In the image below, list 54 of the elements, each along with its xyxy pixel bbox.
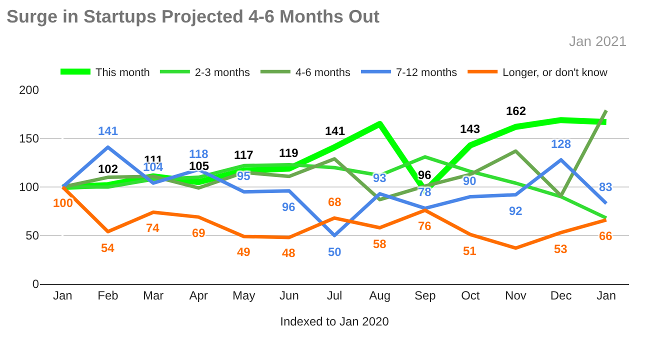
data-label: 48 [282,246,296,260]
data-label: 141 [325,124,346,138]
data-label: 128 [551,137,572,151]
data-label: 50 [328,245,342,259]
legend-label: This month [96,66,150,79]
x-tick-label: Sep [414,288,436,302]
y-tick-label: 100 [18,180,40,194]
x-tick-label: Aug [369,288,390,302]
chart-subtitle: Jan 2021 [569,33,627,49]
x-tick-label: Jul [326,288,342,302]
data-label: 102 [98,162,118,176]
data-label: 96 [282,200,296,214]
x-tick-label: Jan [596,288,616,302]
legend-label: 4-6 months [295,66,351,79]
x-tick-label: Jun [280,288,299,302]
data-label: 68 [328,195,342,209]
data-label: 100 [53,196,74,210]
data-label: 76 [418,219,432,233]
legend-label: 7-12 months [396,66,458,79]
y-tick-label: 200 [18,83,40,98]
chart-title: Surge in Startups Projected 4-6 Months Out [6,6,380,27]
x-tick-label: Nov [505,288,526,302]
data-label: 105 [189,159,210,173]
x-tick-label: Mar [142,288,164,302]
data-label: 54 [101,241,115,255]
data-label: 162 [506,104,526,118]
x-tick-label: Apr [189,288,208,302]
y-tick-label: 50 [26,228,40,243]
data-label: 74 [146,221,160,235]
data-label: 90 [463,174,477,188]
data-label: 83 [599,180,613,194]
data-label: 49 [237,245,251,259]
x-axis-title: Indexed to Jan 2020 [280,314,390,328]
data-label: 58 [373,237,387,251]
x-tick-label: Oct [461,288,480,302]
data-label: 53 [554,242,568,256]
data-label: 143 [460,122,480,136]
x-tick-label: Feb [98,288,119,302]
y-tick-label: 150 [18,132,40,146]
data-label: 66 [599,229,613,243]
x-tick-label: Jan [52,288,72,302]
data-label: 96 [418,168,432,182]
legend-label: 2-3 months [194,66,250,79]
data-label: 92 [509,204,523,218]
data-label: 119 [279,146,299,160]
x-tick-label: Dec [550,288,572,302]
y-tick-label: 0 [32,277,40,292]
data-label: 141 [98,124,118,138]
data-label: 51 [463,244,477,258]
data-label: 69 [192,226,206,240]
data-label: 118 [189,147,209,161]
legend-label: Longer, or don't know [502,66,608,79]
x-tick-label: May [232,288,256,302]
data-label: 117 [234,148,254,162]
